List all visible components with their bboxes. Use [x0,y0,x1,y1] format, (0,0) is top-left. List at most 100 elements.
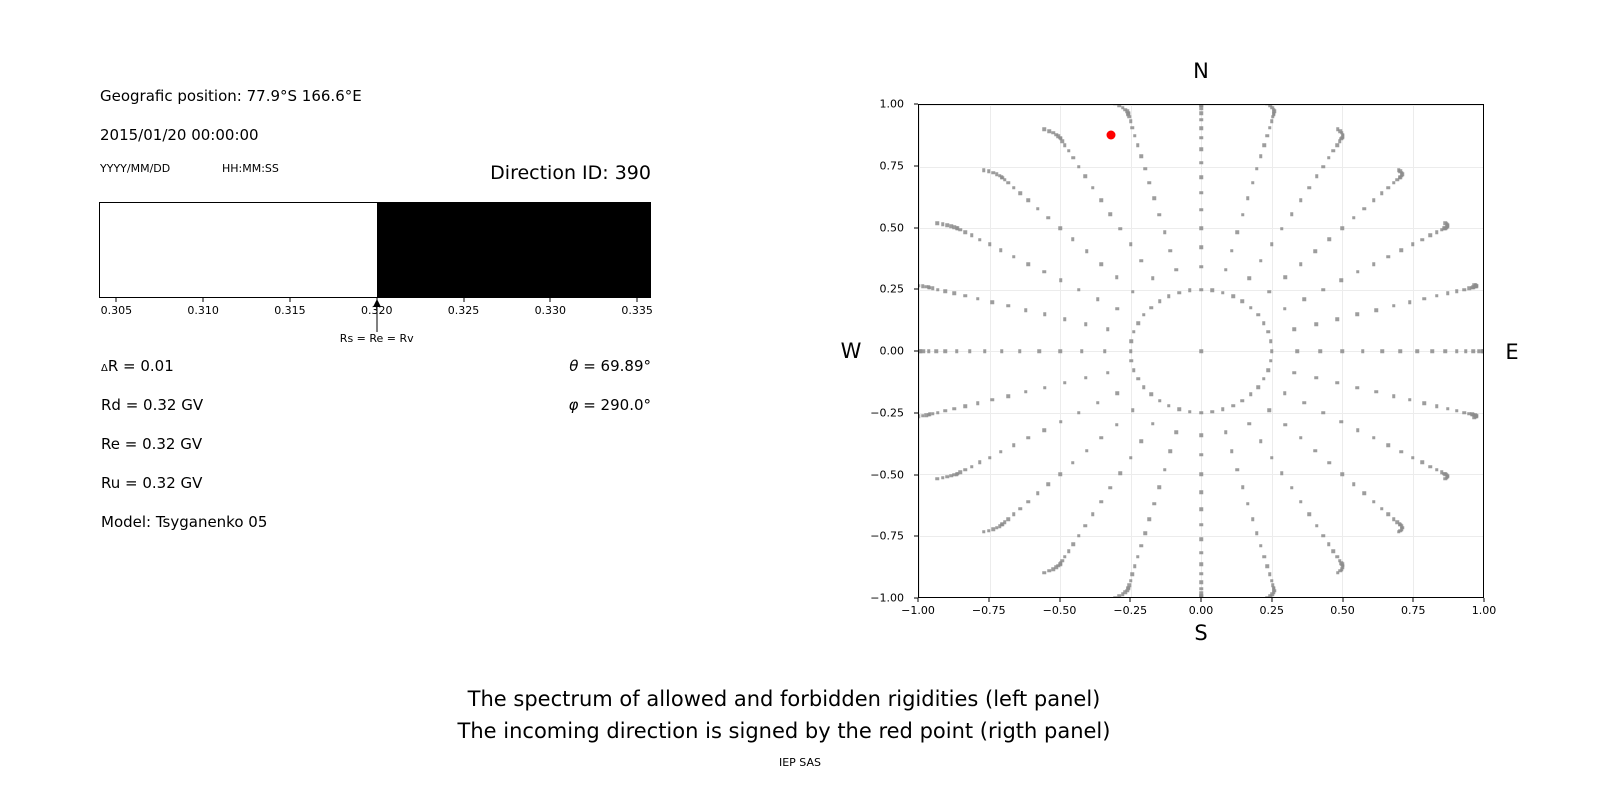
spoke-dot [1302,297,1306,301]
spoke-tail-dot [924,285,928,289]
spoke-dot [1435,468,1439,472]
spoke-dot [1335,143,1339,147]
spoke-dot [1262,143,1266,147]
delta-r-value: ΔR = 0.01 [101,357,174,375]
spoke-dot [969,233,974,238]
spoke-tail-dot [1051,567,1055,571]
spoke-dot [1224,267,1228,272]
spoke-tail-dot [1056,563,1061,568]
spoke-tail-dot [945,475,950,479]
direction-map-tick-mark [914,227,918,228]
spoke-dot [930,286,935,291]
ring-dot [1269,349,1274,353]
spoke-dot [1282,307,1287,311]
compass-west-label: W [840,339,862,363]
spoke-tail-dot [1271,107,1276,112]
spoke-dot [1059,278,1063,283]
spectrum-tick-mark [636,298,638,302]
spoke-dot [1272,111,1276,116]
spoke-dot [1355,312,1359,317]
spoke-dot [1071,542,1075,546]
spectrum-tick-mark [549,298,551,302]
spoke-dot [1428,233,1433,238]
spoke-dot [1298,436,1303,440]
spoke-dot [1131,289,1135,294]
spoke-dot [1199,586,1203,591]
spoke-dot [1199,550,1203,555]
spoke-dot [1037,349,1041,353]
spoke-dot [1443,349,1447,353]
spoke-dot [1077,164,1081,169]
spoke-tail-dot [1054,565,1058,570]
direction-map-y-tick-label: 0.00 [879,344,905,358]
direction-map-tick-mark [914,535,918,537]
spoke-dot [936,410,940,415]
spoke-dot [943,349,948,353]
spoke-dot [1267,572,1272,577]
spoke-dot [1143,167,1147,171]
spoke-dot [1386,512,1391,517]
spoke-tail-dot [1272,588,1276,593]
spoke-dot [1314,174,1319,179]
spoke-dot [1099,499,1104,504]
spoke-dot [1430,349,1434,353]
spoke-dot [1018,506,1023,511]
spoke-dot [999,349,1004,353]
spoke-tail-dot [1056,134,1061,138]
spoke-dot [1084,376,1088,380]
spoke-dot [1246,196,1250,200]
spoke-dot [1102,349,1107,353]
spoke-tail-dot [995,525,999,530]
spoke-dot [1435,404,1439,408]
direction-map-x-tick-label: 0.00 [1188,604,1214,617]
caption-line1: The spectrum of allowed and forbidden ri… [467,687,1101,711]
spoke-dot [1139,154,1143,159]
spoke-tail-dot [1265,105,1269,106]
ring-dot [1199,287,1203,292]
spoke-tail-dot [1270,105,1274,110]
spoke-dot [1298,198,1303,203]
spoke-tail-dot [1336,570,1340,575]
spoke-dot [983,349,987,353]
spoke-tail-dot [1113,596,1117,597]
spoke-dot [1106,327,1110,331]
spoke-dot [1262,555,1266,559]
spoke-dot [1130,572,1135,577]
spoke-dot [1360,349,1365,353]
spoke-dot [1247,276,1251,280]
spoke-dot [1035,206,1040,211]
direction-map-y-tick-label: −0.75 [870,529,904,543]
spoke-dot [1314,523,1319,528]
ring-dot [1149,305,1153,310]
spectrum-tick-label: 0.305 [100,304,133,317]
spoke-dot [1422,297,1426,301]
spoke-dot [1136,555,1140,559]
direction-map-y-tick-label: −1.00 [870,591,904,605]
spoke-dot [1199,453,1203,457]
direction-map-y-labels: 1.00 0.75 0.50 0.25 0.00 −0.25 −0.50 −0.75 −1.00 [830,98,910,605]
spoke-dot [1327,156,1331,160]
spoke-dot [1024,390,1028,394]
spoke-tail-dot [1268,105,1272,108]
re-value: Re = 0.32 GV [101,435,203,453]
spoke-dot [1235,468,1240,472]
direction-map-tick-mark [1483,598,1485,602]
spoke-tail-dot [1482,349,1483,353]
spoke-dot [1046,215,1050,220]
spoke-dot [1152,501,1156,506]
direction-map-x-ticks [917,598,1485,602]
spectrum-tick-label: 0.335 [621,304,653,317]
spoke-tail-dot [952,473,957,477]
spoke-dot [1026,262,1031,266]
arrow-up-icon [372,299,381,307]
spoke-dot [1282,391,1287,395]
spoke-dot [1407,300,1412,304]
spoke-dot [1272,586,1276,591]
spoke-tail-dot [1483,349,1484,353]
spoke-dot [1071,237,1075,241]
spoke-dot [1199,245,1203,249]
arrow-shaft [376,306,378,332]
spoke-dot [1269,578,1274,583]
spoke-dot [1147,517,1152,521]
spoke-dot [1091,512,1095,516]
